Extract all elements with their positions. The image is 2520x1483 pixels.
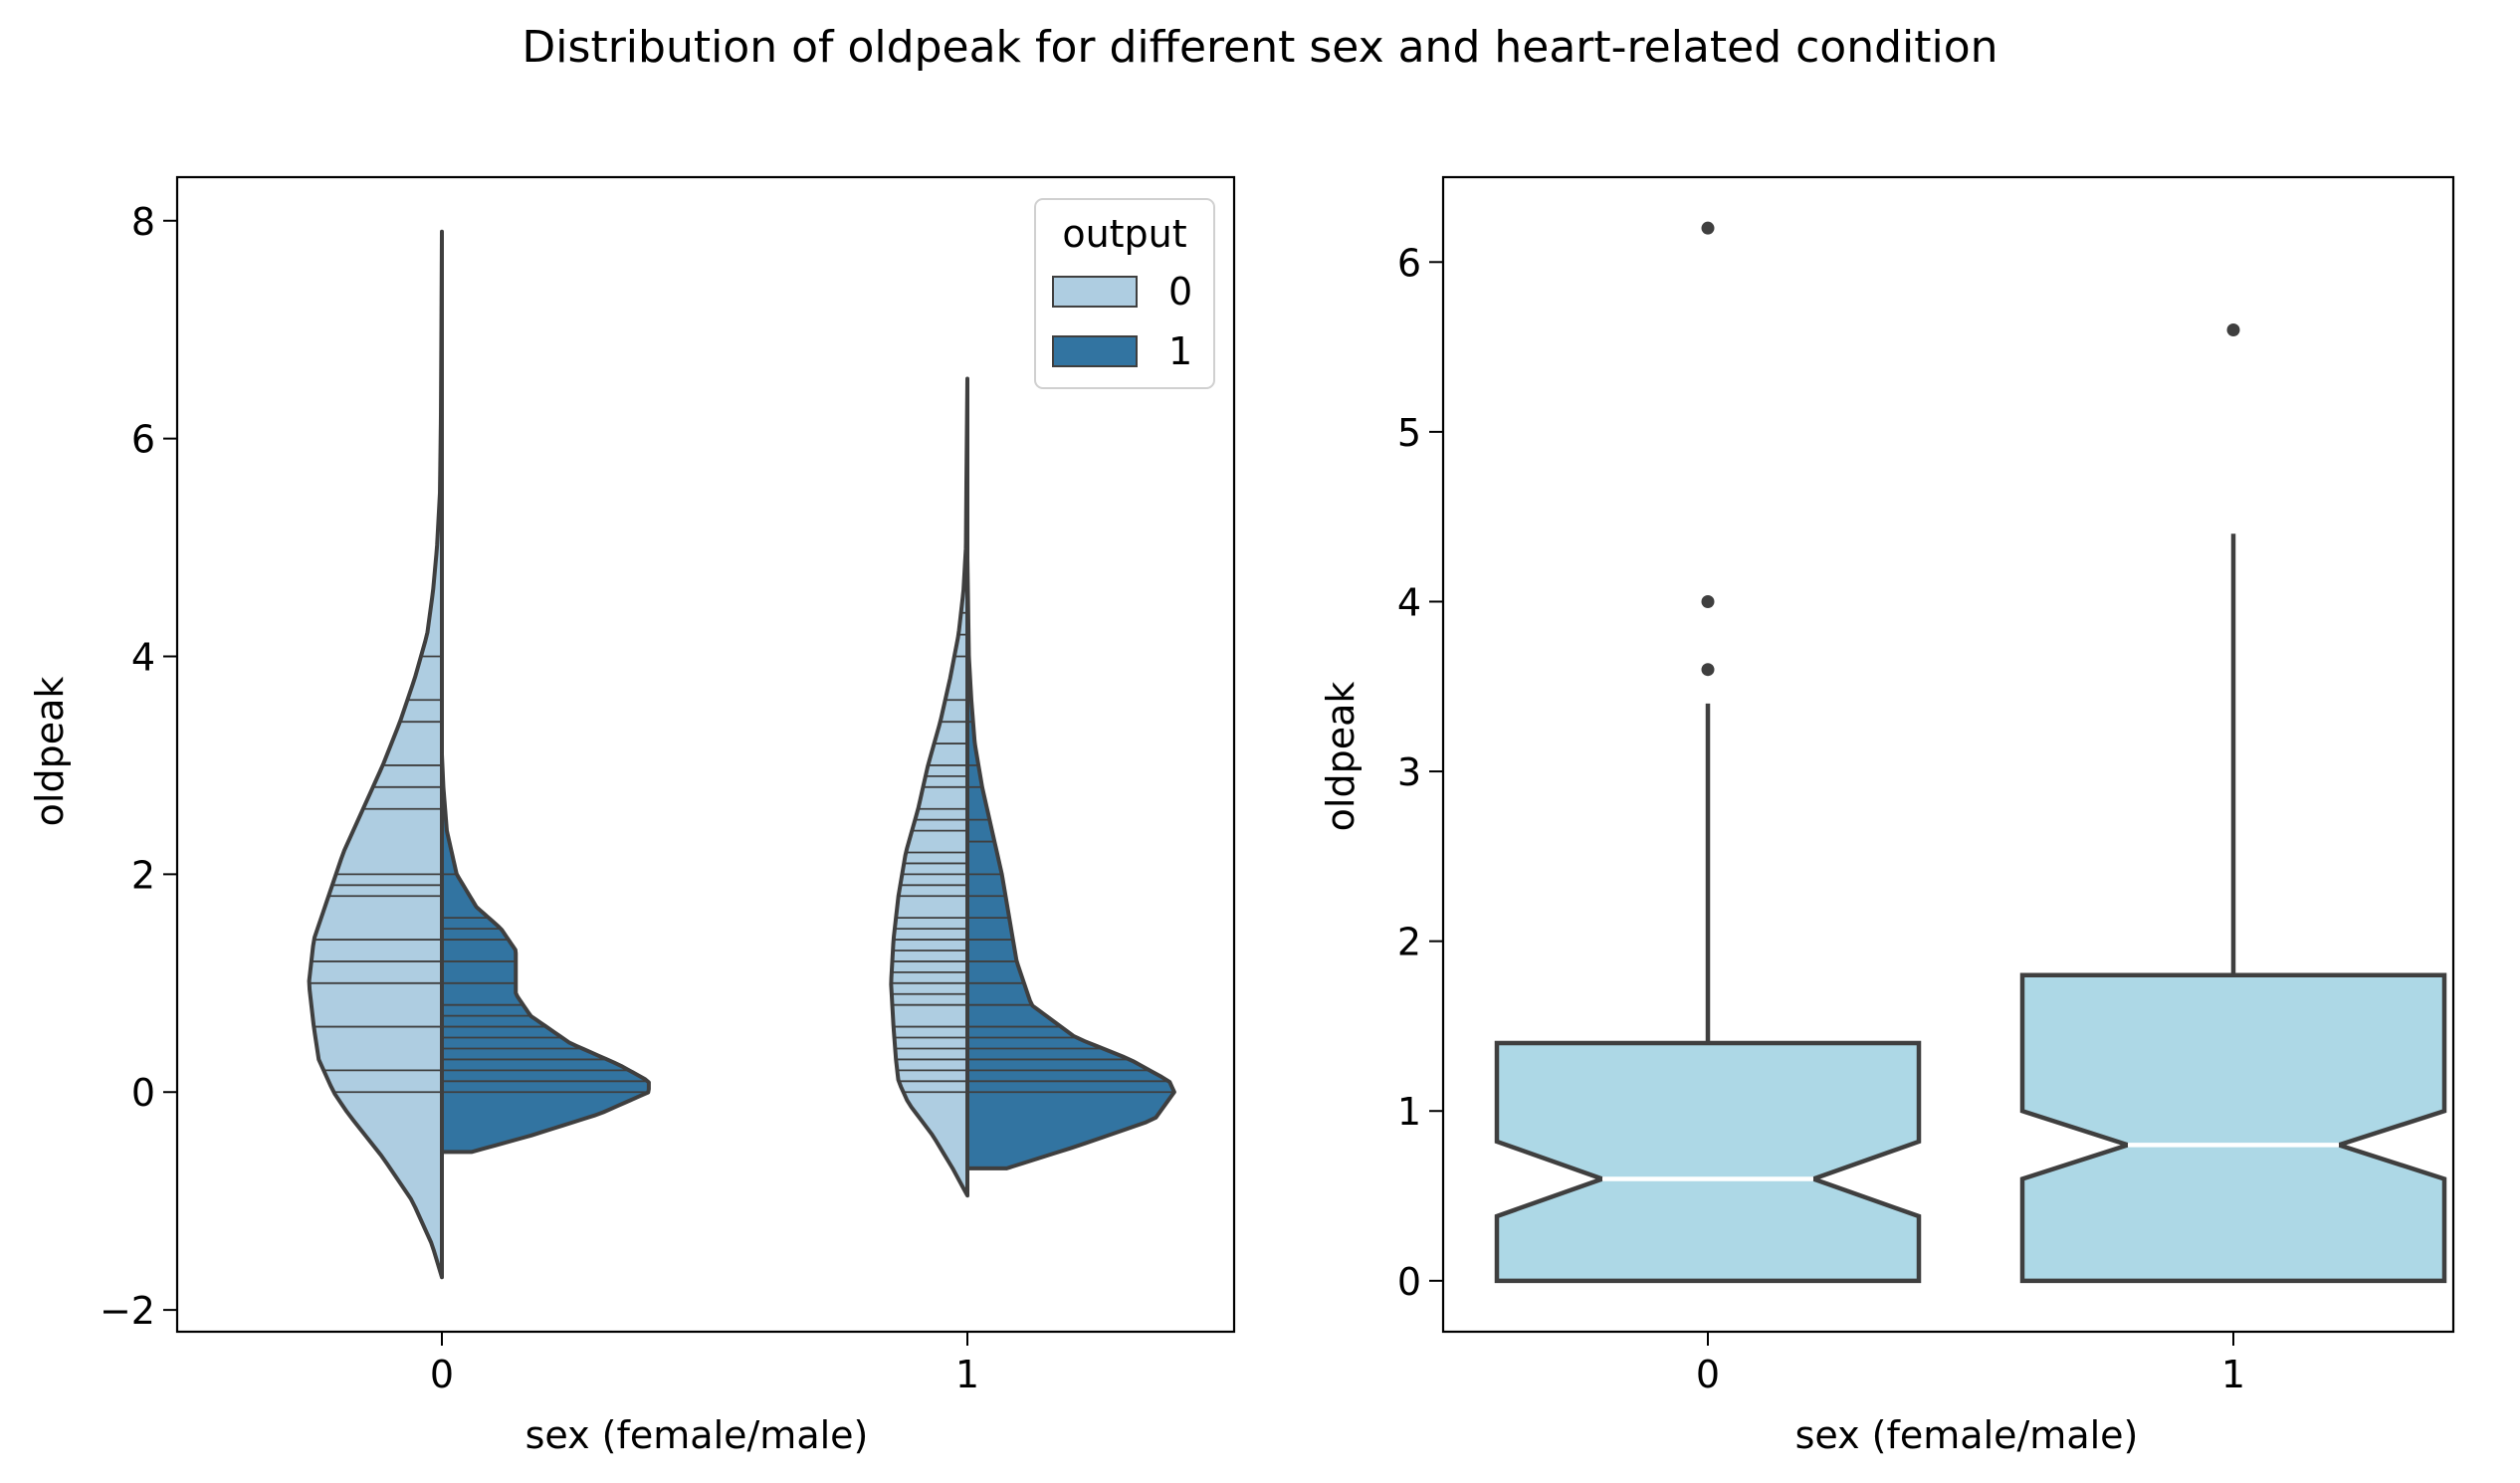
legend-swatch-1 xyxy=(1052,335,1138,367)
box-x-tick-label: 0 xyxy=(1696,1353,1720,1396)
legend-swatch-0 xyxy=(1052,276,1138,308)
box-x-tick-label: 1 xyxy=(2221,1353,2245,1396)
violin-x-tick-label: 0 xyxy=(430,1353,454,1396)
box-sex-0 xyxy=(1494,1040,1922,1284)
violin-y-axis-label: oldpeak xyxy=(28,677,72,827)
violin-axes-frame xyxy=(175,175,1236,1334)
box-y-tick-label: 4 xyxy=(1397,580,1421,624)
box-x-axis-label: sex (female/male) xyxy=(1795,1413,2139,1457)
violin-plot-panel: −2 0 2 4 6 8 0 1 sex (female/male) oldpeak outp… xyxy=(28,175,1236,1457)
figure-title: Distribution of oldpeak for different se… xyxy=(522,22,1997,73)
box-y-tick-label: 6 xyxy=(1397,241,1421,285)
violin-y-tick-label: 8 xyxy=(131,200,155,244)
box-outlier-point xyxy=(1701,594,1715,608)
box-y-tick-label: 2 xyxy=(1397,921,1421,964)
violin-axes: −2 0 2 4 6 8 0 1 xyxy=(100,175,1236,1396)
box-y-tick-label: 0 xyxy=(1397,1260,1421,1304)
box-plot-panel: 0 1 2 3 4 5 6 0 1 sex (female/male) oldpeak xyxy=(1319,175,2455,1457)
violin-y-tick-label: 0 xyxy=(131,1071,155,1115)
box-y-tick-label: 1 xyxy=(1397,1090,1421,1134)
violin-y-tick-label: 4 xyxy=(131,636,155,680)
violin-x-axis-label: sex (female/male) xyxy=(525,1413,869,1457)
box-marks xyxy=(1494,221,2447,1284)
violin-y-tick-label: 2 xyxy=(131,853,155,897)
violin-y-tick-label: −2 xyxy=(100,1289,155,1333)
box-y-tick-label: 3 xyxy=(1397,750,1421,794)
violin-legend: output 0 1 xyxy=(1034,198,1215,389)
box-outlier-point xyxy=(1701,663,1715,677)
box-y-tick-label: 5 xyxy=(1397,411,1421,455)
violin-half-sex-0-output-1 xyxy=(440,752,651,1155)
violin-half-sex-1-output-1 xyxy=(965,556,1176,1170)
box-outlier-point xyxy=(1701,221,1715,235)
box-sex-1 xyxy=(2019,972,2447,1284)
legend-label-1: 1 xyxy=(1168,329,1192,373)
violin-x-tick-label: 1 xyxy=(955,1353,979,1396)
violin-marks xyxy=(307,229,1176,1280)
violin-half-sex-0-output-0 xyxy=(307,229,444,1280)
box-axes-frame xyxy=(1441,175,2455,1334)
box-y-axis-label: oldpeak xyxy=(1319,682,1363,832)
legend-title: output xyxy=(1062,212,1186,256)
box-axes: 0 1 2 3 4 5 6 0 1 xyxy=(1397,175,2455,1396)
box-outlier-point xyxy=(2226,323,2240,337)
legend-label-0: 0 xyxy=(1168,270,1192,314)
violin-y-tick-label: 6 xyxy=(131,418,155,462)
